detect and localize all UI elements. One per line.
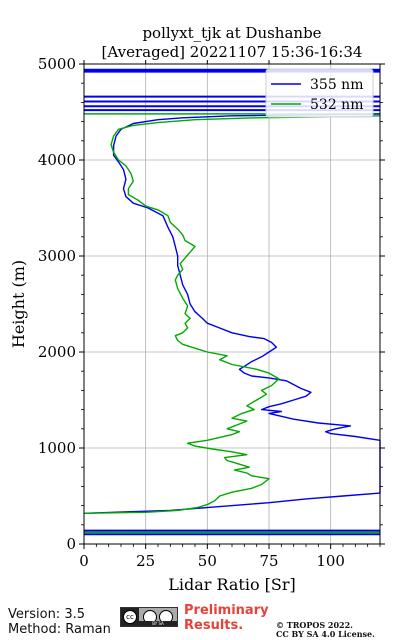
legend: 355 nm 532 nm bbox=[265, 68, 374, 118]
y-tick-label: 1000 bbox=[38, 439, 76, 457]
copyright-line1: © TROPOS 2022. bbox=[276, 620, 353, 630]
y-tick-label: 2000 bbox=[38, 343, 76, 361]
preliminary-line1: Preliminary bbox=[184, 603, 269, 618]
version-text: Version: 3.5 bbox=[8, 607, 85, 622]
copyright-line2: CC BY SA 4.0 License. bbox=[276, 629, 375, 639]
x-tick-label: 50 bbox=[198, 552, 217, 570]
series-lines bbox=[83, 113, 381, 514]
x-tick-label: 25 bbox=[136, 552, 155, 570]
method-text: Method: Raman bbox=[8, 622, 111, 637]
cc-badge-strip: BY SA bbox=[139, 621, 177, 626]
cc-icon: cc bbox=[123, 610, 137, 624]
y-tick-label: 3000 bbox=[38, 247, 76, 265]
legend-label-355: 355 nm bbox=[310, 77, 363, 93]
series-line-0 bbox=[83, 113, 381, 514]
y-tick-label: 4000 bbox=[38, 151, 76, 169]
y-tick-label: 0 bbox=[66, 535, 76, 553]
x-tick-label: 100 bbox=[316, 552, 345, 570]
preliminary-line2: Results. bbox=[184, 618, 244, 633]
x-tick-label: 0 bbox=[79, 552, 89, 570]
legend-label-532: 532 nm bbox=[310, 97, 363, 113]
y-axis-label: Height (m) bbox=[9, 260, 28, 348]
x-axis-label: Lidar Ratio [Sr] bbox=[168, 575, 296, 594]
y-tick-label: 5000 bbox=[38, 55, 76, 73]
grid-lines bbox=[83, 63, 380, 545]
cc-by-label: BY bbox=[152, 621, 158, 626]
legend-box bbox=[265, 68, 374, 118]
series-line-1 bbox=[83, 115, 381, 514]
cc-sa-label: SA bbox=[158, 621, 164, 626]
plot-frame bbox=[83, 63, 381, 545]
chart-title-line2: [Averaged] 20221107 15:36-16:34 bbox=[102, 43, 363, 61]
chart-title-line1: pollyxt_tjk at Dushanbe bbox=[142, 24, 321, 42]
cc-license-badge: cc BY SA bbox=[120, 607, 178, 627]
blue-bands bbox=[84, 68, 380, 536]
x-tick-label: 75 bbox=[259, 552, 278, 570]
